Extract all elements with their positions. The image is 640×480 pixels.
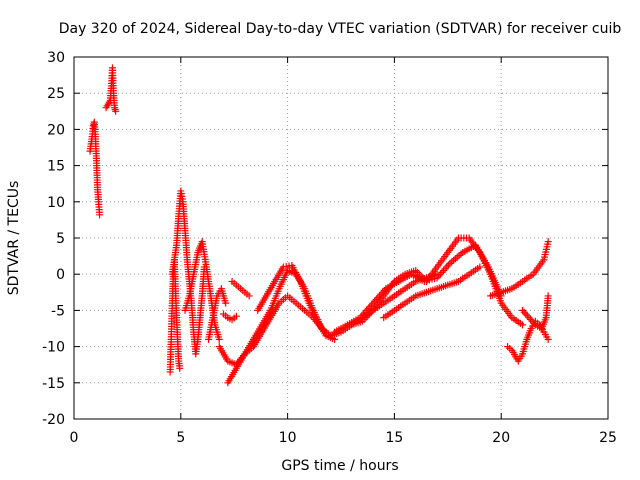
y-tick-label: -5 xyxy=(51,303,65,319)
data-point xyxy=(519,321,527,329)
y-axis-label: SDTVAR / TECUs xyxy=(6,181,22,296)
data-point xyxy=(245,292,253,300)
x-tick-label: 15 xyxy=(385,430,403,446)
y-tick-label: -15 xyxy=(42,376,65,392)
data-point xyxy=(519,306,527,314)
series-arc-7 xyxy=(220,310,240,324)
data-point xyxy=(176,364,184,372)
data-point xyxy=(433,270,441,278)
data-point xyxy=(522,310,530,318)
data-point xyxy=(520,308,528,316)
data-point xyxy=(444,261,452,269)
x-tick-label: 20 xyxy=(492,430,510,446)
data-point xyxy=(523,312,531,320)
data-point xyxy=(455,252,463,260)
y-tick-label: -20 xyxy=(42,412,65,428)
data-point xyxy=(112,107,120,115)
data-point xyxy=(222,299,230,307)
series-arc-16 xyxy=(487,238,552,300)
data-point xyxy=(232,312,240,320)
data-point xyxy=(525,314,533,322)
data-point xyxy=(448,258,456,266)
y-tick-label: 25 xyxy=(47,86,65,102)
data-point xyxy=(96,211,104,219)
data-point xyxy=(215,335,223,343)
x-tick-label: 10 xyxy=(279,430,297,446)
data-point xyxy=(440,267,448,275)
series-arc-4 xyxy=(168,187,208,358)
series-arc-15 xyxy=(348,270,441,329)
y-tick-label: 20 xyxy=(47,122,65,138)
data-point xyxy=(476,263,484,271)
y-tick-label: 30 xyxy=(47,50,65,66)
data-point xyxy=(441,265,449,273)
data-point xyxy=(443,263,451,271)
data-point xyxy=(544,335,552,343)
data-point xyxy=(544,292,552,300)
grid-lines xyxy=(74,57,608,419)
series-arc-6 xyxy=(205,285,230,343)
x-tick-label: 5 xyxy=(176,430,185,446)
series-arc-11 xyxy=(254,262,339,343)
series-arc-5 xyxy=(181,238,223,343)
series-arc-2 xyxy=(102,64,120,115)
y-tick-label: 5 xyxy=(56,231,65,247)
y-tick-label: 10 xyxy=(47,195,65,211)
data-points xyxy=(86,64,552,387)
data-point xyxy=(453,253,461,261)
series-arc-18 xyxy=(519,292,552,332)
data-point xyxy=(438,268,446,276)
x-axis-label: GPS time / hours xyxy=(281,458,398,474)
series-arc-9 xyxy=(224,292,334,387)
data-point xyxy=(451,255,459,263)
chart-title: Day 320 of 2024, Sidereal Day-to-day VTE… xyxy=(59,21,622,37)
series-arc-14 xyxy=(380,263,484,322)
y-tick-label: -10 xyxy=(42,340,65,356)
series-arc-8 xyxy=(228,277,253,300)
data-point xyxy=(527,315,535,323)
data-point xyxy=(446,259,454,267)
axis-ticks: 0 5 10 15 20 25 -20 -15 -10 -5 0 5 10 15 20 25 30 xyxy=(42,50,617,446)
y-tick-label: 0 xyxy=(56,267,65,283)
y-tick-label: 15 xyxy=(47,159,65,175)
data-point xyxy=(544,238,552,246)
series-arc-1 xyxy=(86,118,104,219)
data-point xyxy=(450,256,458,264)
x-tick-label: 25 xyxy=(599,430,617,446)
x-tick-label: 0 xyxy=(70,430,79,446)
